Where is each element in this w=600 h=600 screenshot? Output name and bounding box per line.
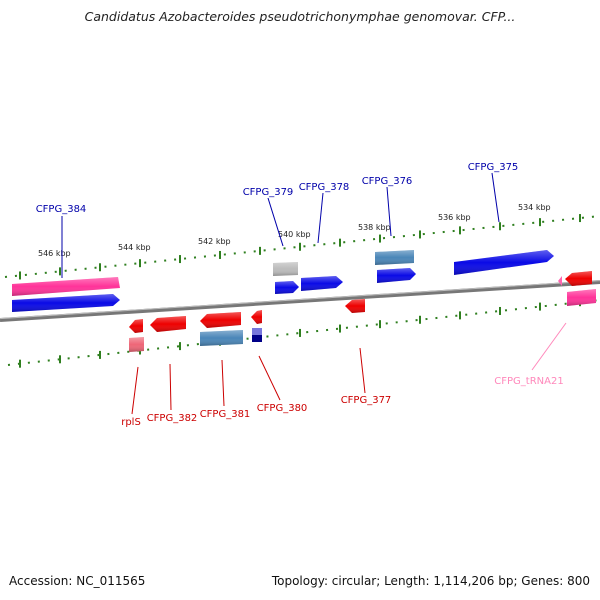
feature-misc-380[interactable] bbox=[252, 328, 262, 342]
upper-tick-dots bbox=[4, 215, 600, 278]
genome-backbone bbox=[0, 280, 600, 322]
feature-cds-379[interactable] bbox=[275, 281, 299, 294]
gene-label-cfpg-379[interactable]: CFPG_379 bbox=[243, 187, 294, 198]
bottom-gene-labels: rplS CFPG_382 CFPG_381 CFPG_380 CFPG_377… bbox=[121, 322, 567, 428]
feature-cds-375[interactable] bbox=[454, 250, 554, 275]
lower-major-ticks bbox=[19, 298, 581, 368]
lower-tick-track bbox=[7, 298, 600, 368]
feature-cds-rpls[interactable] bbox=[129, 319, 143, 333]
kbp-label-536: 536 kbp bbox=[438, 213, 471, 222]
feature-pseudo-379[interactable] bbox=[273, 262, 298, 276]
kbp-label-534: 534 kbp bbox=[518, 203, 551, 212]
kbp-label-542: 542 kbp bbox=[198, 237, 231, 246]
feature-cds-right[interactable] bbox=[565, 271, 592, 286]
gene-label-cfpg-376[interactable]: CFPG_376 bbox=[362, 176, 413, 187]
gene-label-cfpg-trna21[interactable]: CFPG_tRNA21 bbox=[494, 376, 563, 387]
feature-cds-384[interactable] bbox=[12, 294, 120, 312]
kbp-label-538: 538 kbp bbox=[358, 223, 391, 232]
feature-cds-382[interactable] bbox=[150, 316, 186, 332]
feature-misc-381[interactable] bbox=[200, 330, 243, 346]
feature-cds-377[interactable] bbox=[345, 299, 365, 313]
gene-label-rpls[interactable]: rplS bbox=[121, 417, 141, 428]
gene-label-cfpg-377[interactable]: CFPG_377 bbox=[341, 395, 392, 406]
feature-cds-380[interactable] bbox=[251, 310, 262, 324]
feature-rrna-384[interactable] bbox=[12, 277, 120, 296]
accession-text: Accession: NC_011565 bbox=[9, 574, 146, 588]
feature-misc-376[interactable] bbox=[375, 250, 414, 265]
kbp-scale: 546 kbp 544 kbp 542 kbp 540 kbp 538 kbp … bbox=[38, 203, 551, 258]
topology-summary: Topology: circular; Length: 1,114,206 bp… bbox=[271, 574, 590, 588]
feature-cds-376[interactable] bbox=[377, 268, 416, 283]
upper-tick-track bbox=[4, 214, 600, 280]
gene-label-cfpg-382[interactable]: CFPG_382 bbox=[147, 413, 198, 424]
feature-trna-21[interactable] bbox=[558, 276, 562, 286]
gene-label-cfpg-375[interactable]: CFPG_375 bbox=[468, 162, 519, 173]
kbp-label-546: 546 kbp bbox=[38, 249, 71, 258]
feature-cds-381[interactable] bbox=[200, 312, 241, 328]
gene-label-cfpg-384[interactable]: CFPG_384 bbox=[36, 204, 87, 215]
lower-tick-dots bbox=[7, 299, 600, 366]
upper-major-ticks bbox=[19, 214, 581, 280]
feature-cds-378[interactable] bbox=[301, 276, 343, 291]
gene-label-cfpg-380[interactable]: CFPG_380 bbox=[257, 403, 308, 414]
map-title: Candidatus Azobacteroides pseudotrichony… bbox=[84, 9, 516, 24]
genome-backbone-highlight bbox=[0, 280, 600, 320]
kbp-label-540: 540 kbp bbox=[278, 230, 311, 239]
gene-label-cfpg-381[interactable]: CFPG_381 bbox=[200, 409, 251, 420]
feature-pseudo-rpls[interactable] bbox=[129, 337, 144, 352]
top-gene-labels: CFPG_384 CFPG_379 CFPG_378 CFPG_376 CFPG… bbox=[36, 162, 519, 278]
kbp-label-544: 544 kbp bbox=[118, 243, 151, 252]
reverse-features[interactable] bbox=[129, 271, 592, 352]
feature-rrna-right[interactable] bbox=[567, 289, 596, 306]
gene-label-cfpg-378[interactable]: CFPG_378 bbox=[299, 182, 350, 193]
forward-features[interactable] bbox=[12, 250, 596, 312]
